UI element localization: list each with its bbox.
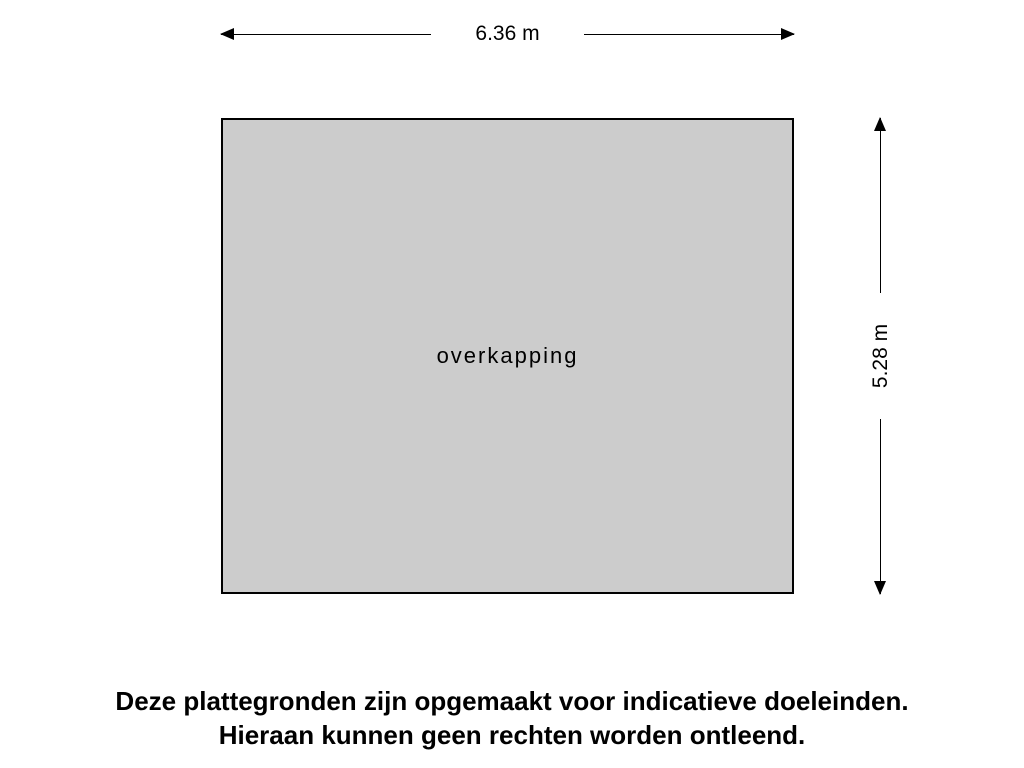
arrow-down-icon <box>874 581 886 595</box>
dimension-line <box>880 118 881 293</box>
room-rectangle <box>221 118 794 594</box>
disclaimer-line-2: Hieraan kunnen geen rechten worden ontle… <box>0 720 1024 751</box>
disclaimer-line-1: Deze plattegronden zijn opgemaakt voor i… <box>0 686 1024 717</box>
arrow-right-icon <box>781 28 795 40</box>
dimension-right-label: 5.28 m <box>869 324 893 388</box>
dimension-line <box>880 419 881 594</box>
dimension-line <box>584 34 794 35</box>
floorplan-canvas: 6.36 m 5.28 m overkapping Deze plattegro… <box>0 0 1024 768</box>
dimension-top: 6.36 m <box>221 20 794 50</box>
dimension-right: 5.28 m <box>866 118 896 594</box>
